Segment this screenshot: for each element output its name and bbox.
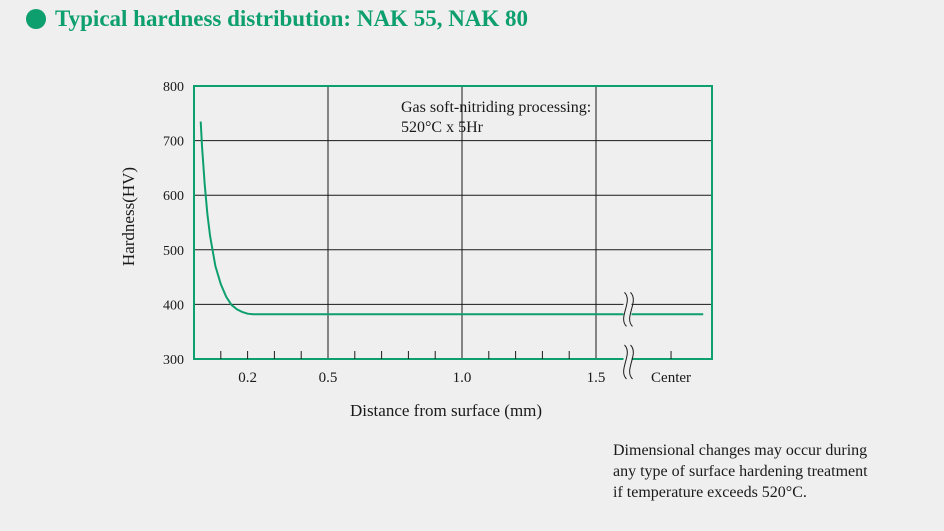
axis-break-curve	[629, 344, 634, 380]
x-axis-label: Distance from surface (mm)	[350, 401, 542, 420]
note-line: Dimensional changes may occur during	[613, 442, 868, 459]
y-tick-label: 800	[163, 80, 184, 95]
x-tick-label: 1.5	[587, 370, 606, 386]
page-title: Typical hardness distribution: NAK 55, N…	[55, 6, 529, 31]
y-tick-label: 500	[163, 244, 184, 259]
y-tick-label: 700	[163, 135, 184, 150]
x-tick-label: 1.0	[453, 370, 472, 386]
note-text: Dimensional changes may occur during any…	[613, 440, 933, 503]
note-line: any type of surface hardening treatment	[613, 463, 868, 480]
axis-break-gap	[623, 345, 632, 379]
axis-break-curve	[623, 292, 628, 327]
hardness-series-line	[199, 121, 704, 316]
page-header: Typical hardness distribution: NAK 55, N…	[26, 6, 528, 32]
y-tick-label: 400	[163, 298, 184, 313]
y-axis-label: Hardness(HV)	[119, 167, 138, 266]
axis-break-mark	[623, 292, 634, 380]
axis-break-gap	[623, 292, 632, 327]
bullet-icon	[26, 9, 46, 29]
chart-annotation: 520°C x 5Hr	[401, 119, 484, 136]
y-tick-label: 600	[163, 189, 184, 204]
x-tick-label: Center	[651, 370, 691, 386]
x-tick-label: 0.5	[319, 370, 338, 386]
axis-break-curve	[629, 292, 634, 327]
y-tick-label: 300	[163, 353, 184, 368]
x-tick-label: 0.2	[238, 370, 257, 386]
chart-annotation: Gas soft-nitriding processing:	[401, 99, 591, 116]
plot-frame	[193, 85, 713, 360]
axis-break-curve	[623, 344, 628, 380]
note-line: if temperature exceeds 520°C.	[613, 484, 807, 501]
